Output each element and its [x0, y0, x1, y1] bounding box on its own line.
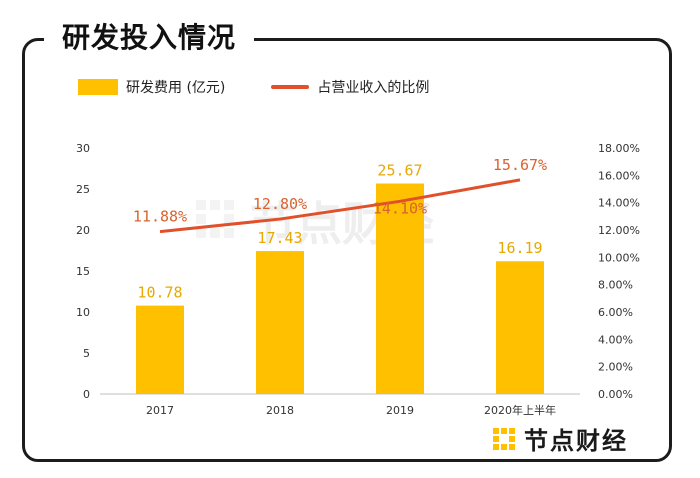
brand-logo-icon	[493, 427, 515, 450]
y-left-tick-label: 20	[76, 224, 90, 237]
bar-data-label: 16.19	[497, 239, 542, 257]
y-left-tick-label: 5	[83, 347, 90, 360]
y-left-tick-label: 30	[76, 142, 90, 155]
watermark-logo-dot	[210, 228, 220, 238]
watermark-logo-dot	[196, 200, 206, 210]
y-right-tick-label: 0.00%	[598, 388, 633, 401]
legend-bar-swatch	[78, 79, 118, 95]
y-right-tick-label: 6.00%	[598, 306, 633, 319]
y-right-tick-label: 10.00%	[598, 251, 640, 264]
x-tick-label: 2017	[146, 404, 174, 417]
line-data-label: 15.67%	[493, 156, 547, 174]
bar	[376, 183, 424, 394]
watermark-logo-dot	[224, 228, 234, 238]
legend-bar-label: 研发费用 (亿元)	[126, 80, 226, 96]
series-line	[159, 178, 521, 234]
y-left-tick-label: 25	[76, 183, 90, 196]
bar-data-label: 25.67	[377, 162, 422, 180]
watermark-logo-dot	[196, 214, 206, 224]
legend-line-swatch	[271, 85, 310, 89]
brand: 节点财经	[486, 421, 634, 456]
chart-frame	[22, 38, 672, 462]
bar	[496, 261, 544, 394]
y-right-tick-label: 2.00%	[598, 361, 633, 374]
y-left-tick-label: 10	[76, 306, 90, 319]
y-right-tick-label: 16.00%	[598, 169, 640, 182]
bar-data-label: 17.43	[257, 229, 302, 247]
brand-name: 节点财经	[524, 427, 628, 455]
y-left-tick-label: 15	[76, 265, 90, 278]
y-right-tick-label: 8.00%	[598, 279, 633, 292]
y-right-tick-label: 12.00%	[598, 224, 640, 237]
y-right-tick-label: 14.00%	[598, 197, 640, 210]
legend: 研发费用 (亿元) 占营业收入的比例	[78, 76, 429, 98]
watermark-logo-dot	[224, 214, 234, 224]
y-right-tick-label: 18.00%	[598, 142, 640, 155]
bar	[136, 305, 184, 394]
y-right-tick-label: 4.00%	[598, 333, 633, 346]
x-tick-label: 2020年上半年	[484, 403, 556, 417]
x-tick-label: 2018	[266, 404, 294, 417]
line-data-label: 11.88%	[133, 208, 187, 226]
watermark-logo-dot	[210, 200, 220, 210]
bar	[256, 251, 304, 394]
x-tick-label: 2019	[386, 404, 414, 417]
watermark-logo-dot	[224, 200, 234, 210]
legend-line-label: 占营业收入的比例	[317, 80, 430, 96]
line-data-label: 12.80%	[253, 195, 307, 213]
y-left-tick-label: 0	[83, 388, 90, 401]
line-data-label: 14.10%	[373, 199, 427, 217]
watermark-logo-dot	[196, 228, 206, 238]
page-title: 研发投入情况	[44, 18, 255, 58]
bar-data-label: 10.78	[137, 284, 182, 302]
